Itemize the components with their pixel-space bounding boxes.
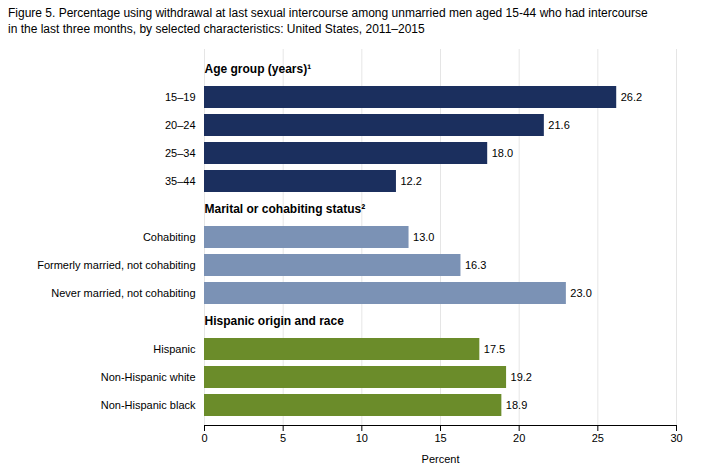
svg-text:25–34: 25–34 (165, 147, 196, 159)
svg-text:18.0: 18.0 (492, 147, 513, 159)
svg-text:Percent: Percent (422, 453, 460, 465)
svg-text:12.2: 12.2 (400, 175, 421, 187)
svg-text:Cohabiting: Cohabiting (143, 231, 196, 243)
svg-text:18.9: 18.9 (506, 399, 527, 411)
svg-text:Hispanic origin and race: Hispanic origin and race (205, 315, 345, 329)
svg-text:0: 0 (201, 432, 207, 444)
svg-text:20: 20 (513, 432, 525, 444)
svg-text:15: 15 (434, 432, 446, 444)
svg-text:15–19: 15–19 (165, 91, 196, 103)
svg-text:13.0: 13.0 (413, 231, 434, 243)
html-text:in the last three months, by s: in the last three months, by selected ch… (8, 21, 425, 36)
svg-text:20–24: 20–24 (165, 119, 196, 131)
html-text:Figure 5. Percentage using wit: Figure 5. Percentage using withdrawal at… (8, 6, 648, 20)
svg-text:16.3: 16.3 (465, 259, 486, 271)
svg-text:Never married, not cohabiting: Never married, not cohabiting (51, 287, 195, 299)
svg-text:Marital or cohabiting status²: Marital or cohabiting status² (205, 203, 366, 217)
svg-text:26.2: 26.2 (621, 91, 642, 103)
svg-text:17.5: 17.5 (484, 343, 505, 355)
svg-text:30: 30 (670, 432, 682, 444)
svg-text:Formerly married, not cohabiti: Formerly married, not cohabiting (37, 259, 195, 271)
svg-text:Non-Hispanic white: Non-Hispanic white (101, 371, 196, 383)
svg-text:19.2: 19.2 (511, 371, 532, 383)
svg-text:5: 5 (280, 432, 286, 444)
svg-text:10: 10 (356, 432, 368, 444)
svg-text:35–44: 35–44 (165, 175, 196, 187)
svg-text:23.0: 23.0 (570, 287, 591, 299)
svg-text:25: 25 (592, 432, 604, 444)
svg-text:Non-Hispanic black: Non-Hispanic black (101, 399, 196, 411)
svg-text:Hispanic: Hispanic (153, 343, 196, 355)
svg-text:21.6: 21.6 (548, 119, 569, 131)
svg-text:Age group (years)¹: Age group (years)¹ (205, 63, 312, 77)
